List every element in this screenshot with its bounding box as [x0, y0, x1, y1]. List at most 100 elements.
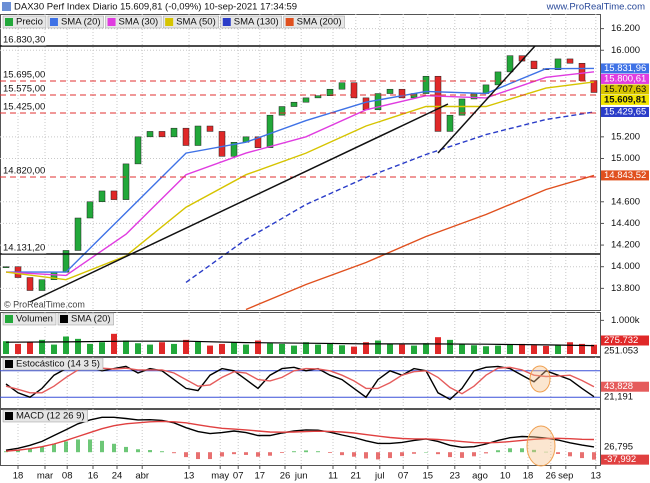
value-label: -37,992 — [604, 454, 636, 465]
volume-bar — [459, 343, 465, 354]
source[interactable]: www.ProRealTime.com — [546, 2, 645, 13]
x-tick-label: 26 — [280, 471, 291, 482]
candle — [314, 95, 322, 99]
x-tick-label: 07 — [233, 471, 244, 482]
volume-bar — [411, 345, 417, 354]
x-tick-label: 16 — [88, 471, 99, 482]
level-label: 15.695,00 — [3, 70, 45, 81]
candle — [122, 163, 130, 200]
histogram-bar — [88, 439, 92, 453]
x-tick-label: ago — [472, 471, 488, 482]
histogram-bar — [568, 452, 572, 457]
legend-label: SMA (130) — [234, 17, 279, 28]
y-tick-label: 14.200 — [611, 240, 640, 251]
volume-bar — [387, 343, 393, 354]
volume-bar — [531, 345, 537, 354]
value-label: 21,191 — [604, 392, 633, 403]
series-line — [5, 340, 595, 347]
y-tick-label: 15.200 — [611, 131, 640, 142]
volume-bar — [159, 342, 165, 354]
volume-bar — [447, 339, 453, 354]
histogram-bar — [28, 448, 32, 453]
volume-bar — [327, 343, 333, 354]
x-tick-label: 23 — [450, 471, 461, 482]
y-tick-label: 14.600 — [611, 196, 640, 207]
histogram-bar — [460, 452, 464, 458]
volume-bar — [291, 345, 297, 354]
volume-bar — [243, 344, 249, 354]
histogram-bar — [160, 451, 164, 453]
histogram-bar — [220, 452, 224, 457]
watermark: © ProRealTime.com — [4, 299, 85, 309]
volume-bar — [591, 344, 597, 354]
series-line — [5, 81, 595, 281]
y-tick-label: 16.200 — [611, 23, 640, 34]
volume-bar — [543, 345, 549, 354]
volume-bar — [315, 344, 321, 354]
volume-bar — [399, 344, 405, 354]
histogram-bar — [424, 452, 428, 453]
histogram-bar — [592, 452, 596, 460]
value-box — [601, 335, 649, 346]
value-label: 14.843,52 — [604, 170, 646, 181]
histogram-bar — [268, 452, 272, 456]
y-tick-label: 13.800 — [611, 283, 640, 294]
volume-bar — [267, 343, 273, 354]
level-label-bg — [2, 83, 47, 95]
marks — [0, 45, 600, 460]
x-tick-label: 13 — [591, 471, 602, 482]
highlight — [529, 365, 551, 393]
histogram-bar — [196, 452, 200, 460]
volume-bar — [507, 344, 513, 354]
value-box — [601, 84, 649, 95]
x-tick-label: may — [211, 471, 229, 482]
level-label: 15.575,00 — [3, 84, 45, 95]
x-tick-label: 08 — [62, 471, 73, 482]
value-box — [601, 94, 649, 105]
value-label: 43,828 — [604, 381, 633, 392]
histogram-bar — [148, 450, 152, 453]
x-tick-label: 18 — [523, 471, 534, 482]
histogram-bar — [184, 452, 188, 458]
legend-item-bg — [105, 15, 162, 29]
histogram-bar — [52, 443, 56, 453]
x-tick-label: 24 — [112, 471, 123, 482]
candle — [194, 125, 202, 146]
y-tick-label: 14.000 — [611, 261, 640, 272]
x-tick-label: 18 — [13, 471, 24, 482]
series-line — [5, 366, 595, 395]
volume-bar — [75, 338, 81, 354]
candle — [110, 190, 118, 200]
histogram-bar — [580, 452, 584, 459]
candle — [338, 82, 346, 90]
x-tick-label: abr — [135, 471, 149, 482]
panel-frame — [0, 312, 601, 357]
candle — [422, 75, 430, 94]
level-label: 14.820,00 — [3, 166, 45, 177]
series-line — [245, 174, 595, 311]
candle — [254, 136, 262, 148]
value-label: 15.800,61 — [604, 73, 646, 84]
legend-swatch — [107, 18, 116, 26]
series-line — [185, 111, 595, 283]
candle — [530, 60, 538, 69]
x-tick-label: 11 — [328, 471, 338, 482]
level-label: 16.830,30 — [3, 35, 45, 46]
x-tick-label: 13 — [184, 471, 195, 482]
histogram-bar — [544, 451, 548, 453]
volume-bar — [567, 342, 573, 354]
histogram-bar — [16, 450, 20, 453]
volume-bar — [63, 336, 69, 354]
candle — [434, 75, 442, 132]
highlight — [526, 425, 556, 467]
x-tick-label: 10 — [500, 471, 511, 482]
candle — [566, 58, 574, 64]
volume-bar — [219, 343, 225, 354]
legend-label: SMA (20) — [61, 17, 101, 28]
value-label: 275.732 — [604, 335, 638, 346]
histogram-bar — [112, 443, 116, 453]
value-label: 251.053 — [604, 346, 638, 357]
menu-icon[interactable] — [2, 2, 11, 11]
legend-swatch — [5, 360, 13, 368]
